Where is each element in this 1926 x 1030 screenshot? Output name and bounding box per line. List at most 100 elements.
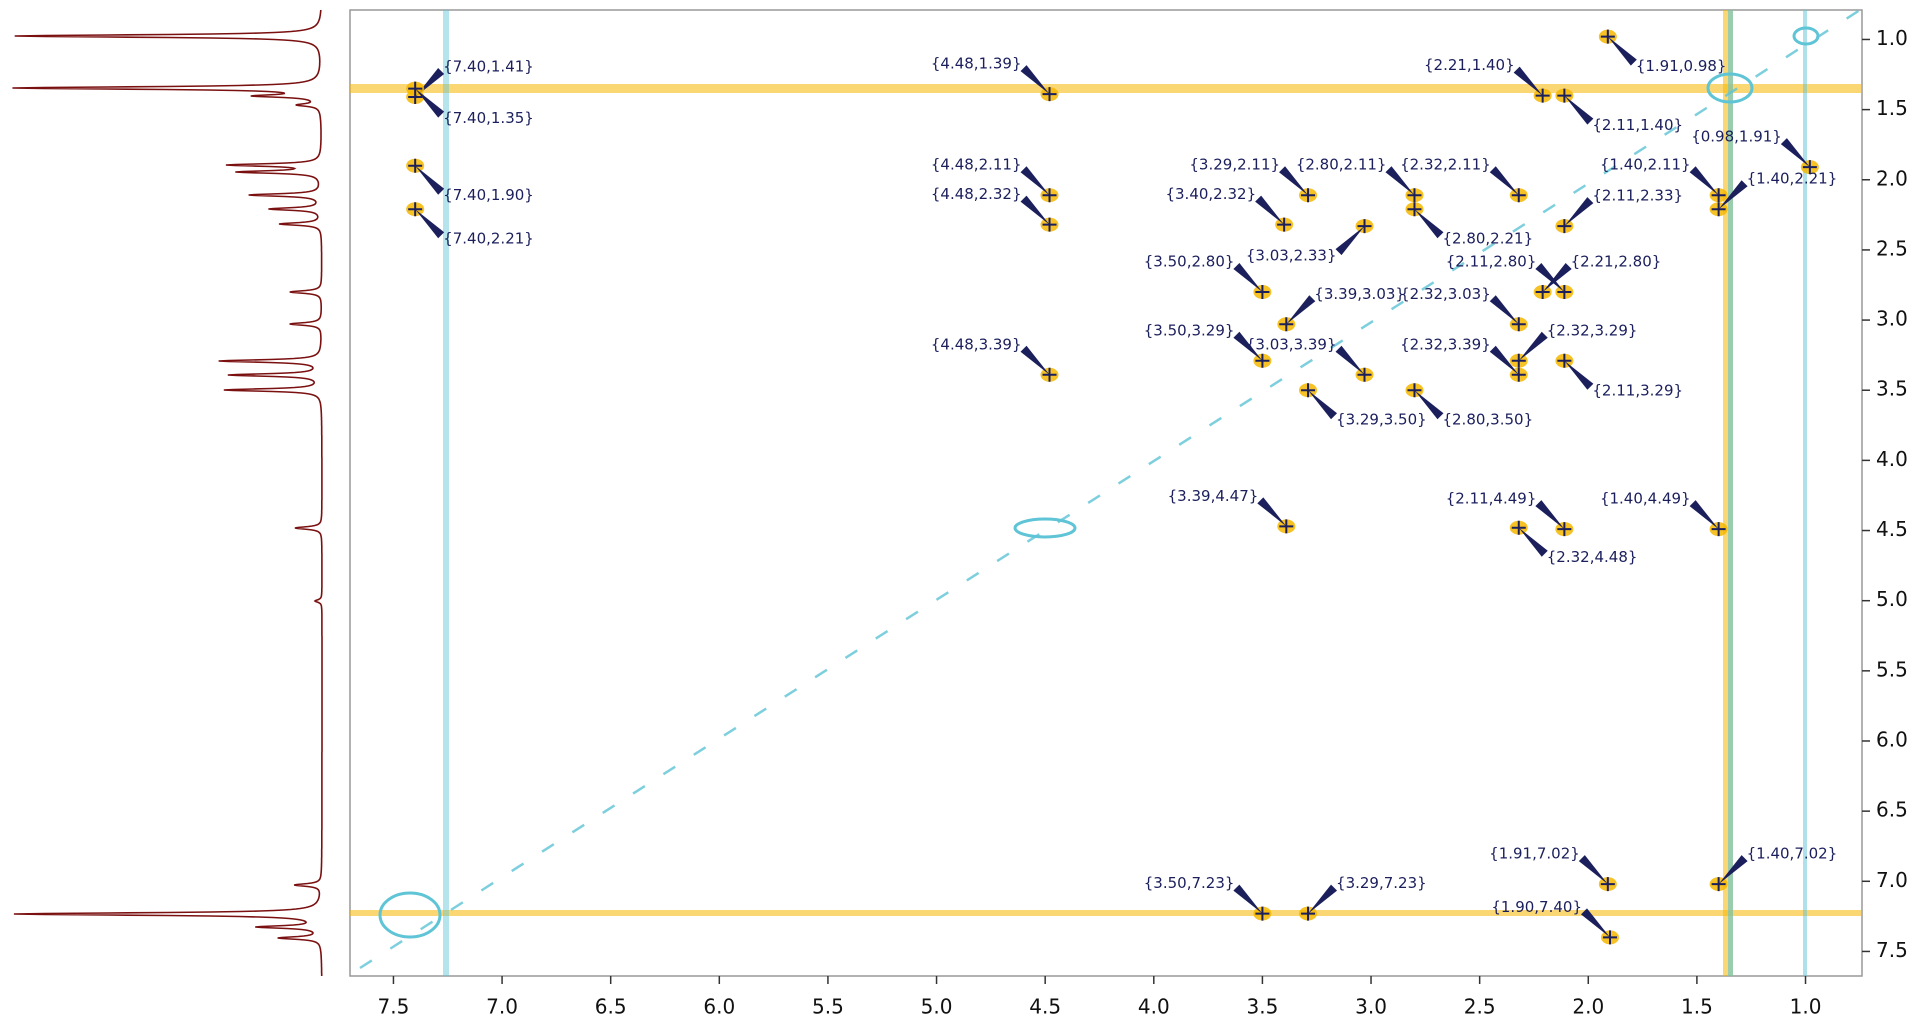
peak-marker bbox=[1711, 202, 1726, 217]
pointer bbox=[1414, 209, 1444, 239]
diagonal-peak bbox=[1013, 517, 1077, 539]
pointer bbox=[1020, 65, 1050, 95]
peak-label: {4.48,2.32} bbox=[931, 185, 1022, 203]
peak-marker bbox=[1557, 285, 1572, 300]
peak-marker bbox=[1802, 160, 1817, 175]
pointer bbox=[1255, 195, 1285, 225]
peak-marker bbox=[1557, 522, 1572, 537]
peak-label: {1.40,7.02} bbox=[1747, 845, 1838, 863]
pointer bbox=[1020, 345, 1050, 375]
peak-label: {7.40,2.21} bbox=[443, 230, 534, 248]
pointer bbox=[1718, 180, 1748, 210]
peak-label: {1.40,2.21} bbox=[1747, 170, 1838, 188]
peak-marker bbox=[1255, 906, 1270, 921]
pointer bbox=[415, 165, 445, 195]
pointer bbox=[1233, 884, 1263, 914]
x-tick-label: 3.5 bbox=[1247, 995, 1279, 1019]
y-tick-label: 7.0 bbox=[1876, 868, 1908, 892]
peak-marker bbox=[408, 158, 423, 173]
pointer bbox=[1279, 166, 1309, 196]
peak-label: {2.32,4.48} bbox=[1547, 548, 1638, 566]
y-tick-label: 1.5 bbox=[1876, 96, 1908, 120]
artifact-streaks bbox=[350, 8, 1862, 976]
peak-marker bbox=[1357, 367, 1372, 382]
peak-marker bbox=[1535, 88, 1550, 103]
projection-spectrum bbox=[12, 10, 323, 976]
peak-label: {3.03,2.33} bbox=[1246, 247, 1337, 265]
peak-marker bbox=[1301, 383, 1316, 398]
peak-marker bbox=[1042, 217, 1057, 232]
peak-label: {3.50,2.80} bbox=[1144, 253, 1235, 271]
streak bbox=[1728, 10, 1733, 976]
peak-label: {2.80,3.50} bbox=[1442, 411, 1533, 429]
peak-label: {7.40,1.90} bbox=[443, 186, 534, 204]
peak-label: {3.03,3.39} bbox=[1246, 335, 1337, 353]
pointer bbox=[1718, 855, 1748, 885]
pointer bbox=[1335, 226, 1365, 256]
peak-marker bbox=[1279, 317, 1294, 332]
x-tick-label: 2.5 bbox=[1464, 995, 1496, 1019]
diagonal-peak bbox=[1792, 26, 1820, 46]
pointer bbox=[1385, 166, 1415, 196]
pointer bbox=[1286, 295, 1316, 325]
pointer bbox=[1257, 497, 1287, 527]
peak-label: {2.21,1.40} bbox=[1424, 56, 1515, 74]
pointer bbox=[1414, 390, 1444, 420]
peak-marker bbox=[1600, 877, 1615, 892]
x-tick-label: 4.0 bbox=[1138, 995, 1170, 1019]
pointer bbox=[1489, 166, 1519, 196]
peak-label: {2.80,2.11} bbox=[1296, 156, 1387, 174]
peak-label: {1.91,0.98} bbox=[1636, 57, 1727, 75]
peak-label: {0.98,1.91} bbox=[1691, 128, 1782, 146]
y-tick-label: 6.0 bbox=[1876, 727, 1908, 751]
peak-marker bbox=[1255, 285, 1270, 300]
pointer bbox=[415, 88, 445, 118]
peak-label: {2.11,3.29} bbox=[1592, 381, 1683, 399]
pointer bbox=[1542, 263, 1572, 293]
peak-marker bbox=[1301, 906, 1316, 921]
peak-label: {2.32,2.11} bbox=[1400, 156, 1491, 174]
peak-label: {3.29,7.23} bbox=[1336, 874, 1427, 892]
streak bbox=[1803, 10, 1807, 976]
peak-marker bbox=[1042, 367, 1057, 382]
pointer bbox=[1518, 331, 1548, 361]
pointer bbox=[1513, 66, 1543, 96]
pointer bbox=[1535, 500, 1565, 530]
peak-label: {1.40,4.49} bbox=[1600, 490, 1691, 508]
peak-marker bbox=[1407, 383, 1422, 398]
peak-marker bbox=[1535, 285, 1550, 300]
pointer bbox=[1607, 36, 1637, 66]
peak-label: {3.29,2.11} bbox=[1189, 156, 1280, 174]
pointer bbox=[1308, 390, 1338, 420]
peak-label: {1.91,7.02} bbox=[1489, 845, 1580, 863]
peak-marker bbox=[1279, 519, 1294, 534]
peak-marker bbox=[1711, 188, 1726, 203]
pointer bbox=[1780, 138, 1810, 168]
peak-marker bbox=[1357, 219, 1372, 234]
peak-marker bbox=[1407, 188, 1422, 203]
pointer bbox=[1489, 295, 1519, 325]
x-tick-label: 1.0 bbox=[1790, 995, 1822, 1019]
peak-label: {7.40,1.41} bbox=[443, 57, 534, 75]
x-tick-label: 6.5 bbox=[595, 995, 627, 1019]
peak-label: {3.50,3.29} bbox=[1144, 321, 1235, 339]
peak-label: {2.32,3.03} bbox=[1400, 285, 1491, 303]
pointer bbox=[1578, 855, 1608, 885]
y-tick-label: 1.0 bbox=[1876, 26, 1908, 50]
diagonal-peak bbox=[378, 891, 442, 939]
peak-label: {3.40,2.32} bbox=[1165, 185, 1256, 203]
y-tick-label: 4.5 bbox=[1876, 517, 1908, 541]
peak-marker bbox=[1511, 317, 1526, 332]
pointer bbox=[1564, 360, 1594, 390]
peak-marker bbox=[1407, 202, 1422, 217]
peak-label: {7.40,1.35} bbox=[443, 109, 534, 127]
peak-marker bbox=[1511, 188, 1526, 203]
pointer bbox=[1689, 166, 1719, 196]
peak-marker bbox=[1557, 88, 1572, 103]
x-tick-label: 5.0 bbox=[921, 995, 953, 1019]
pointer bbox=[1233, 331, 1263, 361]
peak-label: {4.48,2.11} bbox=[931, 156, 1022, 174]
peak-marker bbox=[1301, 188, 1316, 203]
peak-marker bbox=[1255, 353, 1270, 368]
